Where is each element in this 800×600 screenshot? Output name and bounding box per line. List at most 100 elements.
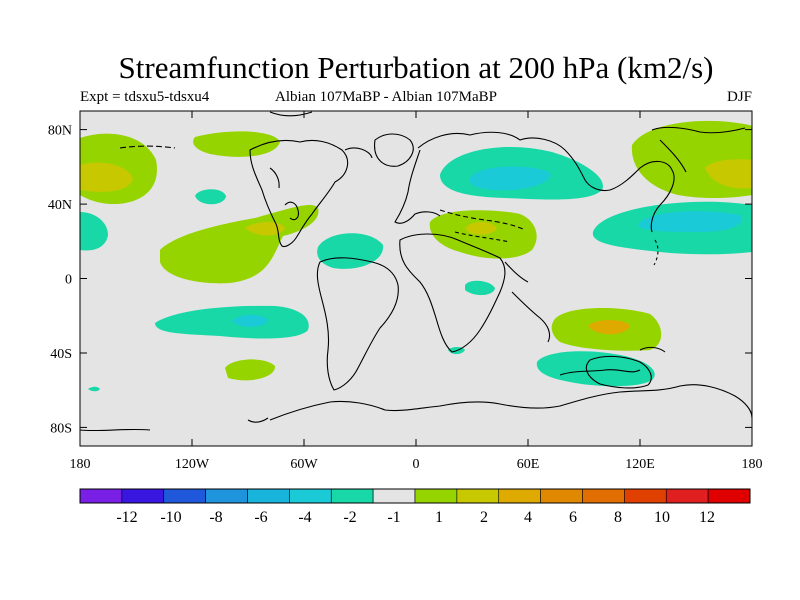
y-tick: 80S <box>50 421 752 436</box>
x-tick-label: 60E <box>517 457 540 472</box>
y-tick-label: 40N <box>48 198 72 213</box>
positive-region <box>193 131 280 157</box>
colorbar-box <box>414 488 458 504</box>
greenland-coast <box>374 133 414 167</box>
africa-coast <box>399 233 506 353</box>
colorbar-box <box>289 488 332 504</box>
negative-region <box>536 351 655 387</box>
y-tick-label: 0 <box>65 273 72 288</box>
colorbar-frame <box>79 488 751 504</box>
colorbar-labels: -12 -10 -8 -6 -4 -2 -1 1 2 4 6 8 10 12 <box>116 509 715 526</box>
x-tick: 120W <box>175 111 210 472</box>
colorbar-label: 12 <box>699 509 715 526</box>
x-tick: 0 <box>413 111 420 472</box>
y-axis: 80N 40N 0 40S 80S <box>48 124 752 436</box>
negative-core <box>638 211 742 232</box>
colorbar-box <box>540 488 583 504</box>
colorbar-box <box>707 488 751 504</box>
colorbar-box <box>582 488 625 504</box>
east-asia-coast <box>651 126 746 134</box>
colorbar-box <box>79 488 123 504</box>
colorbar-box <box>665 488 709 504</box>
colorbar-box <box>247 488 290 504</box>
x-tick-label: 180 <box>70 457 91 472</box>
period-label: Albian 107MaBP - Albian 107MaBP <box>275 89 497 105</box>
negative-region <box>88 386 100 392</box>
north-america-coast <box>284 201 299 221</box>
colorbar-boxes <box>79 488 751 504</box>
colorbar-box <box>624 488 667 504</box>
x-tick: 180 <box>742 439 763 472</box>
positive-core <box>465 222 497 235</box>
positive-core <box>80 162 133 192</box>
colorbar-label: 10 <box>654 509 670 526</box>
y-tick-label: 40S <box>50 347 72 362</box>
experiment-label: Expt = tdsxu5-tdsxu4 <box>80 89 210 105</box>
colorbar-box <box>205 488 248 504</box>
positive-region <box>225 359 276 381</box>
x-tick: 180 <box>70 439 91 472</box>
colorbar-box <box>372 488 416 504</box>
x-tick-label: 0 <box>413 457 420 472</box>
colorbar-label: -4 <box>298 509 311 526</box>
y-tick: 80N <box>48 124 752 139</box>
positive-core <box>705 159 752 189</box>
arctic-coast <box>119 145 176 149</box>
colorbar-label: -8 <box>209 509 222 526</box>
colorbar-label: -2 <box>343 509 356 526</box>
arctic-coast <box>269 111 313 117</box>
colorbar-label: -10 <box>160 509 181 526</box>
tethys-islands <box>454 231 511 243</box>
x-tick-label: 60W <box>290 457 318 472</box>
x-tick: 60W <box>290 111 318 472</box>
negative-region <box>80 212 108 251</box>
colorbar-label: -6 <box>254 509 267 526</box>
negative-region <box>195 189 226 205</box>
east-asia-coast <box>659 139 687 173</box>
antarctica-coast <box>80 384 752 432</box>
x-tick-label: 120E <box>625 457 655 472</box>
negative-core <box>232 314 268 327</box>
positive-core <box>588 320 630 335</box>
australia-coast <box>585 355 652 389</box>
negative-region <box>317 233 384 269</box>
map-area <box>80 111 752 446</box>
colorbar-label: 4 <box>524 509 532 526</box>
colorbar-label: 2 <box>480 509 488 526</box>
negative-core <box>469 166 551 191</box>
india-coast <box>511 291 551 343</box>
colorbar-label: 6 <box>569 509 577 526</box>
x-tick-label: 120W <box>175 457 210 472</box>
y-tick: 40N <box>48 198 752 213</box>
east-asia-islands <box>653 239 659 266</box>
positive-core <box>245 222 285 236</box>
north-america-coast <box>269 167 280 189</box>
eurasia-coast <box>394 149 441 224</box>
negative-region <box>155 305 309 339</box>
colorbar-box <box>498 488 541 504</box>
negative-region <box>465 280 495 296</box>
north-atlantic-coast <box>344 147 373 159</box>
colorbar-box <box>121 488 165 504</box>
contour-fills <box>80 120 752 392</box>
x-axis: 180 120W 60W 0 60E 120E 180 <box>70 111 763 472</box>
antarctica-coast <box>639 346 666 353</box>
y-tick: 40S <box>50 347 752 362</box>
colorbar-label: 8 <box>614 509 622 526</box>
antarctica-coast <box>559 369 641 376</box>
north-america-coast <box>249 139 349 248</box>
tethys-islands <box>439 209 526 231</box>
colorbar-label: -1 <box>387 509 400 526</box>
africa-coast <box>504 261 529 283</box>
colorbar-label: -12 <box>116 509 137 526</box>
map-title: Streamfunction Perturbation at 200 hPa (… <box>118 50 714 85</box>
y-tick-label: 80N <box>48 124 72 139</box>
season-label: DJF <box>726 89 752 105</box>
colorbar-box <box>330 488 374 504</box>
colorbar-label: 1 <box>435 509 443 526</box>
south-america-coast <box>316 257 399 391</box>
coastlines <box>80 111 752 432</box>
colorbar: -12 -10 -8 -6 -4 -2 -1 1 2 4 6 8 10 12 <box>79 488 751 526</box>
x-tick-label: 180 <box>742 457 763 472</box>
